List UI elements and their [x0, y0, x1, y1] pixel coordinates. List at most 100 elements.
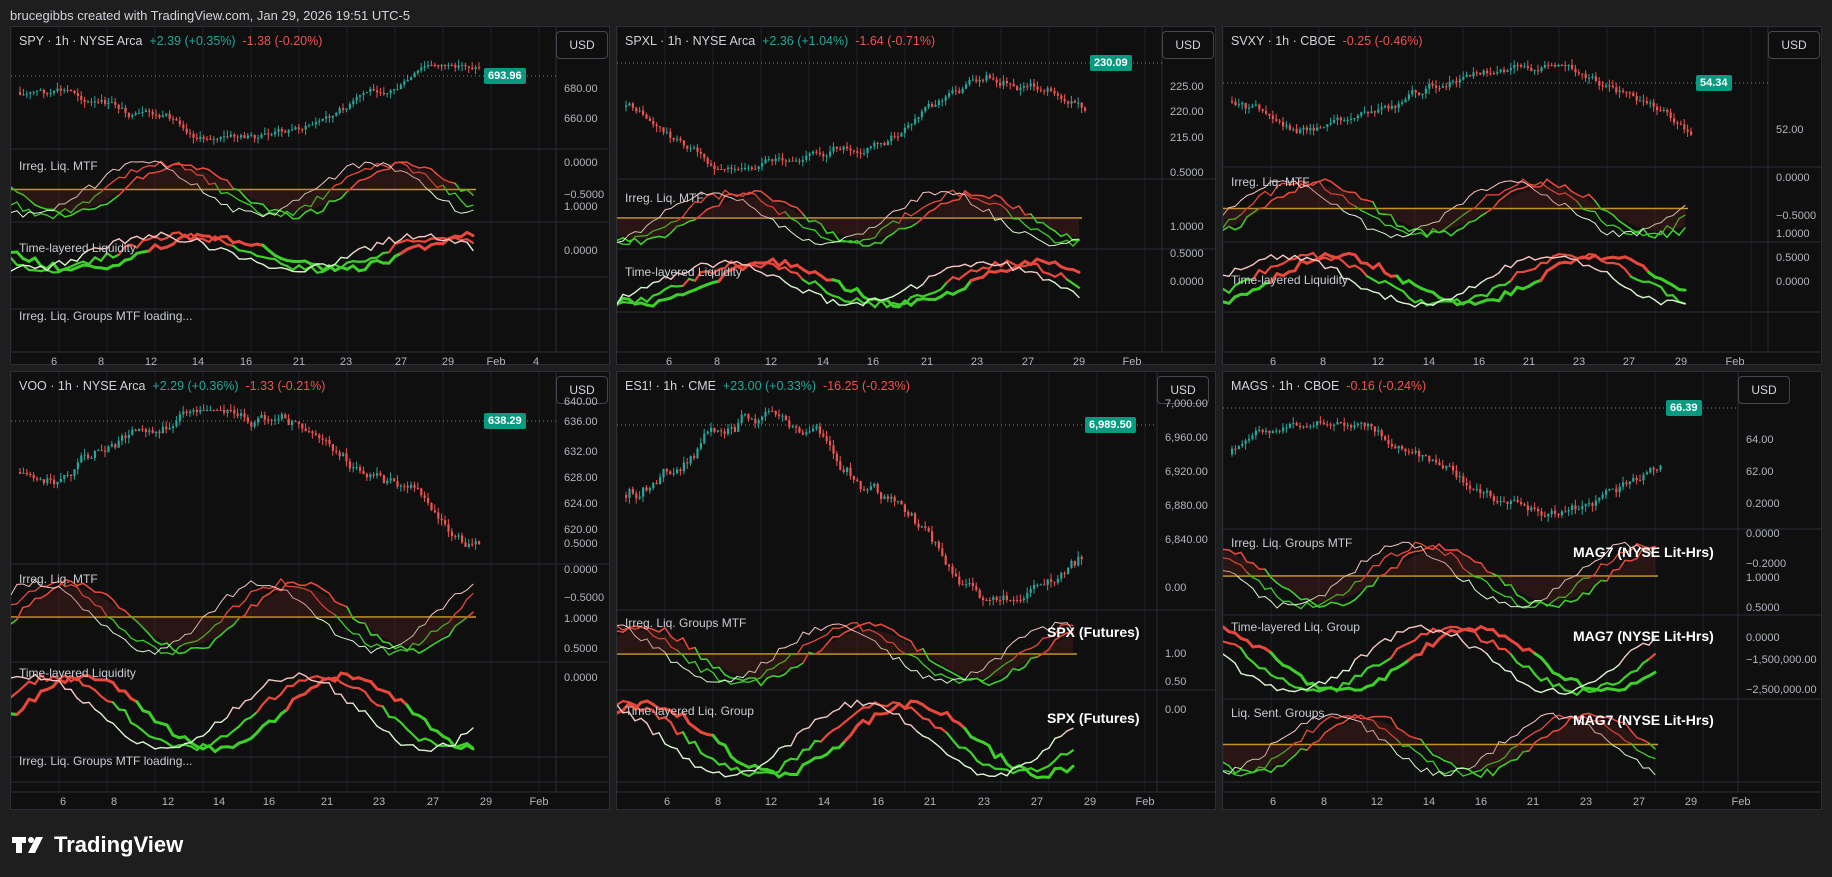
time-axis-label: 27	[1030, 796, 1044, 808]
chart-panel-mags[interactable]: MAGS · 1h · CBOE -0.16 (-0.24%) USD Irre…	[1222, 371, 1822, 810]
time-axis-label: 21	[292, 356, 306, 368]
indicator-axis-tick: 0.5000	[1776, 252, 1810, 264]
indicator-axis-tick: 0.5000	[564, 538, 598, 550]
indicator-label[interactable]: Irreg. Liq. MTF	[19, 159, 98, 173]
time-axis-label: 12	[764, 796, 778, 808]
chart-attribution-header: brucegibbs created with TradingView.com,…	[10, 8, 411, 23]
indicator-label[interactable]: Time-layered Liq. Group	[625, 704, 754, 718]
time-axis-label: Feb	[1725, 356, 1745, 368]
indicator-axis-tick: 0.0000	[1746, 632, 1780, 644]
last-price-tag: 693.96	[484, 68, 526, 84]
price-axis-tick: 660.00	[564, 113, 598, 125]
indicator-label[interactable]: Time-layered Liquidity	[1231, 273, 1348, 287]
indicator-axis-tick: −0.5000	[564, 189, 605, 201]
price-axis-tick: 628.00	[564, 472, 598, 484]
price-axis-tick: 6,920.00	[1165, 466, 1208, 478]
time-axis-label: 27	[1622, 356, 1636, 368]
time-axis-label: 14	[212, 796, 226, 808]
indicator-axis-tick: −0.2000	[1746, 558, 1787, 570]
time-axis-label: 6	[665, 356, 673, 368]
indicator-axis-tick: −1,500,000.00	[1746, 654, 1817, 666]
chart-canvas[interactable]	[617, 372, 1215, 809]
time-axis-label: 4	[532, 356, 540, 368]
chart-canvas[interactable]	[1223, 27, 1821, 364]
price-axis-tick: 52.00	[1776, 124, 1804, 136]
price-axis-tick: 624.00	[564, 498, 598, 510]
indicator-label[interactable]: Irreg. Liq. MTF	[625, 191, 704, 205]
time-axis-label: Feb	[1135, 796, 1155, 808]
chart-canvas[interactable]	[617, 27, 1215, 364]
symbol-title[interactable]: SVXY · 1h · CBOE -0.25 (-0.46%)	[1231, 34, 1423, 48]
symbol-title[interactable]: SPXL · 1h · NYSE Arca +2.36 (+1.04%) -1.…	[625, 34, 936, 48]
symbol-title[interactable]: SPY · 1h · NYSE Arca +2.39 (+0.35%) -1.3…	[19, 34, 323, 48]
indicator-axis-tick: 0.5000	[1170, 167, 1204, 179]
time-axis-label: 23	[339, 356, 353, 368]
time-axis-label: 12	[161, 796, 175, 808]
indicator-label[interactable]: Irreg. Liq. MTF	[1231, 175, 1310, 189]
time-axis-label: 29	[441, 356, 455, 368]
chart-panel-svxy[interactable]: SVXY · 1h · CBOE -0.25 (-0.46%) USD Irre…	[1222, 26, 1822, 368]
brand-name: TradingView	[54, 832, 184, 857]
price-axis-tick: 215.00	[1170, 132, 1204, 144]
indicator-label[interactable]: Irreg. Liq. Groups MTF	[625, 616, 747, 630]
indicator-label[interactable]: Time-layered Liquidity	[625, 265, 742, 279]
indicator-axis-tick: 0.00	[1165, 582, 1187, 594]
time-axis-label: 14	[817, 796, 831, 808]
chart-panel-spy[interactable]: SPY · 1h · NYSE Arca +2.39 (+0.35%) -1.3…	[10, 26, 610, 368]
time-axis-label: 12	[764, 356, 778, 368]
tradingview-logo-icon	[12, 837, 43, 853]
last-price-tag: 638.29	[484, 413, 526, 429]
indicator-axis-tick: −0.5000	[564, 592, 605, 604]
time-axis-label: 8	[1319, 356, 1327, 368]
indicator-label[interactable]: Time-layered Liquidity	[19, 241, 136, 255]
indicator-loading-text: Irreg. Liq. Groups MTF loading...	[19, 754, 193, 768]
symbol-title[interactable]: ES1! · 1h · CME +23.00 (+0.33%) -16.25 (…	[625, 379, 910, 393]
indicator-overlay-label: SPX (Futures)	[1047, 710, 1140, 726]
currency-button[interactable]: USD	[1157, 376, 1209, 404]
time-axis-label: 6	[663, 796, 671, 808]
time-axis-label: 8	[713, 356, 721, 368]
currency-button[interactable]: USD	[556, 376, 608, 404]
time-axis-label: 21	[920, 356, 934, 368]
symbol-title[interactable]: MAGS · 1h · CBOE -0.16 (-0.24%)	[1231, 379, 1427, 393]
chart-panel-es1[interactable]: ES1! · 1h · CME +23.00 (+0.33%) -16.25 (…	[616, 371, 1216, 810]
chart-panel-spxl[interactable]: SPXL · 1h · NYSE Arca +2.36 (+1.04%) -1.…	[616, 26, 1216, 368]
time-axis-label: 21	[320, 796, 334, 808]
currency-button[interactable]: USD	[1768, 31, 1820, 59]
time-axis-label: 12	[144, 356, 158, 368]
chart-canvas[interactable]	[11, 27, 609, 364]
chart-canvas[interactable]	[11, 372, 609, 809]
indicator-label[interactable]: Liq. Sent. Groups	[1231, 706, 1325, 720]
time-axis-label: 23	[372, 796, 386, 808]
chart-canvas[interactable]	[1223, 372, 1821, 809]
currency-button[interactable]: USD	[556, 31, 608, 59]
time-axis-label: 23	[1579, 796, 1593, 808]
indicator-label[interactable]: Time-layered Liq. Group	[1231, 620, 1360, 634]
indicator-axis-tick: 0.0000	[1746, 528, 1780, 540]
time-axis-label: Feb	[1122, 356, 1142, 368]
currency-button[interactable]: USD	[1162, 31, 1214, 59]
currency-button[interactable]: USD	[1738, 376, 1790, 404]
time-axis-label: 29	[479, 796, 493, 808]
time-axis-label: 27	[1632, 796, 1646, 808]
indicator-label[interactable]: Irreg. Liq. Groups MTF	[1231, 536, 1353, 550]
indicator-label[interactable]: Irreg. Liq. MTF	[19, 572, 98, 586]
price-axis-tick: 680.00	[564, 83, 598, 95]
indicator-axis-tick: 0.0000	[564, 672, 598, 684]
time-axis-label: 16	[866, 356, 880, 368]
price-axis-tick: 636.00	[564, 416, 598, 428]
indicator-label[interactable]: Time-layered Liquidity	[19, 666, 136, 680]
time-axis-label: 16	[1474, 796, 1488, 808]
indicator-axis-tick: 1.0000	[564, 613, 598, 625]
price-axis-tick: 632.00	[564, 446, 598, 458]
indicator-axis-tick: 1.0000	[1776, 228, 1810, 240]
indicator-axis-tick: 0.0000	[564, 564, 598, 576]
symbol-title[interactable]: VOO · 1h · NYSE Arca +2.29 (+0.36%) -1.3…	[19, 379, 326, 393]
indicator-axis-tick: 0.0000	[1776, 276, 1810, 288]
time-axis-label: 16	[239, 356, 253, 368]
chart-panel-voo[interactable]: VOO · 1h · NYSE Arca +2.29 (+0.36%) -1.3…	[10, 371, 610, 810]
tradingview-logo[interactable]: TradingView	[12, 832, 183, 858]
time-axis-label: 27	[394, 356, 408, 368]
last-price-tag: 66.39	[1666, 400, 1702, 416]
